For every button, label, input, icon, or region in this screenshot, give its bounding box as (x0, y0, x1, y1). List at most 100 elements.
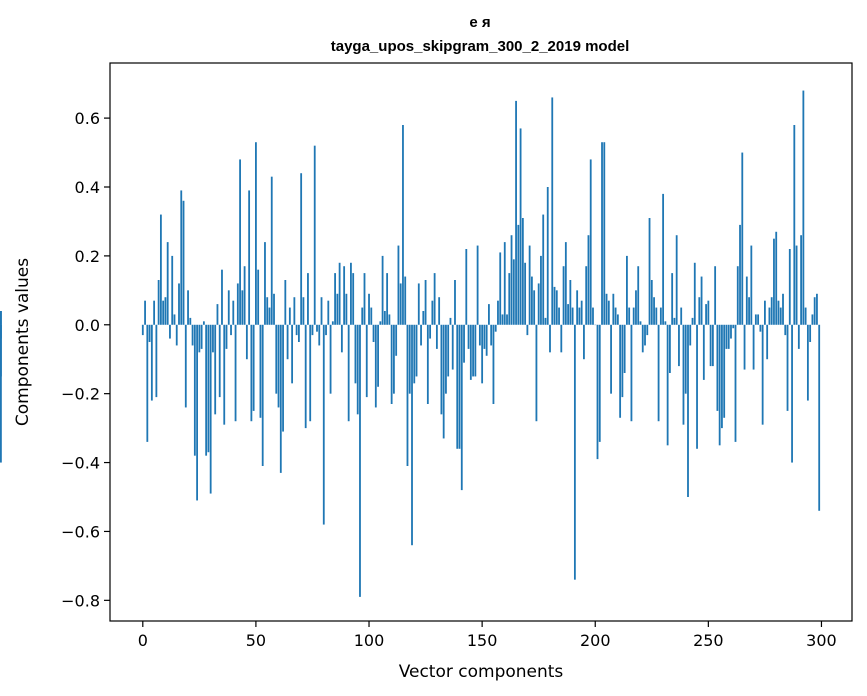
bar (739, 224, 741, 325)
bar (653, 297, 655, 325)
bar (374, 324, 377, 408)
bar (736, 266, 739, 325)
bar (818, 324, 821, 511)
bar (456, 324, 459, 449)
bar (180, 190, 183, 325)
bar (585, 266, 588, 325)
bar (420, 324, 422, 346)
bar (322, 324, 325, 525)
bar (533, 290, 536, 325)
bar (773, 238, 775, 325)
bar (397, 245, 400, 325)
bar (279, 324, 282, 473)
bar (657, 324, 660, 422)
bar (745, 276, 748, 325)
bar (207, 324, 210, 453)
bar (356, 324, 359, 415)
bar (225, 324, 228, 349)
x-tick-label: 200 (580, 631, 611, 650)
bar (331, 321, 334, 325)
bar (650, 280, 653, 325)
bar (707, 300, 710, 325)
bar (596, 324, 599, 460)
bar (345, 293, 348, 325)
bar (440, 324, 443, 415)
bar (300, 173, 303, 325)
bar (286, 324, 289, 360)
bar (664, 321, 667, 325)
bar (721, 324, 723, 429)
bar (535, 324, 538, 422)
bar (793, 125, 796, 325)
bar (795, 245, 798, 325)
bar (725, 324, 728, 349)
bar (146, 324, 149, 442)
bar (508, 273, 511, 325)
bar (549, 324, 551, 353)
chart-subtitle: tayga_upos_skipgram_300_2_2019 model (331, 38, 630, 55)
bar (680, 307, 683, 325)
bar (162, 300, 165, 325)
bar (268, 307, 271, 325)
bar (578, 307, 581, 325)
bar (544, 317, 547, 325)
bar (465, 249, 468, 325)
x-axis-ticks: 0 50 100 150 200 250 300 (138, 621, 837, 650)
bar (234, 324, 237, 422)
bar (766, 324, 769, 360)
bar (395, 324, 398, 356)
bar (393, 324, 395, 394)
bar (311, 324, 314, 336)
bar (698, 297, 701, 325)
y-tick-label: −0.8 (61, 591, 100, 610)
y-tick-label: 0.4 (75, 178, 100, 197)
bar (797, 324, 800, 349)
bar (318, 324, 321, 346)
bar (442, 324, 445, 439)
bar (467, 324, 470, 349)
bar (252, 324, 255, 411)
bar (463, 324, 465, 363)
bar (424, 280, 427, 325)
bar (250, 324, 253, 422)
bar (741, 152, 744, 325)
bar (630, 324, 633, 422)
bar (732, 324, 735, 329)
bar (560, 324, 563, 353)
bar (564, 242, 567, 325)
bar (399, 283, 402, 325)
bar (521, 218, 524, 325)
bar (0, 324, 2, 463)
bar (483, 324, 486, 349)
bar (730, 324, 732, 339)
bar (429, 324, 432, 339)
bar (155, 324, 158, 398)
bar (700, 276, 703, 325)
bar (576, 290, 579, 325)
bar (257, 269, 260, 325)
bar (282, 324, 284, 432)
bar (408, 324, 411, 394)
bar (402, 125, 404, 325)
bar (340, 324, 343, 353)
bar (239, 159, 241, 325)
bar (716, 324, 719, 411)
bar (770, 297, 773, 325)
bar (361, 307, 364, 325)
x-tick-label: 100 (354, 631, 385, 650)
bar (352, 273, 355, 325)
bar (748, 297, 750, 325)
bar (659, 307, 662, 325)
bar (255, 142, 257, 325)
bar (144, 300, 146, 325)
y-tick-label: −0.2 (61, 385, 100, 404)
bar (802, 90, 805, 325)
y-tick-label: 0.2 (75, 247, 100, 266)
bar (644, 324, 646, 346)
bar (494, 324, 497, 332)
bar (243, 266, 246, 325)
bar (469, 324, 472, 380)
x-tick-label: 300 (806, 631, 837, 650)
bar (662, 193, 665, 325)
bar (350, 262, 352, 325)
